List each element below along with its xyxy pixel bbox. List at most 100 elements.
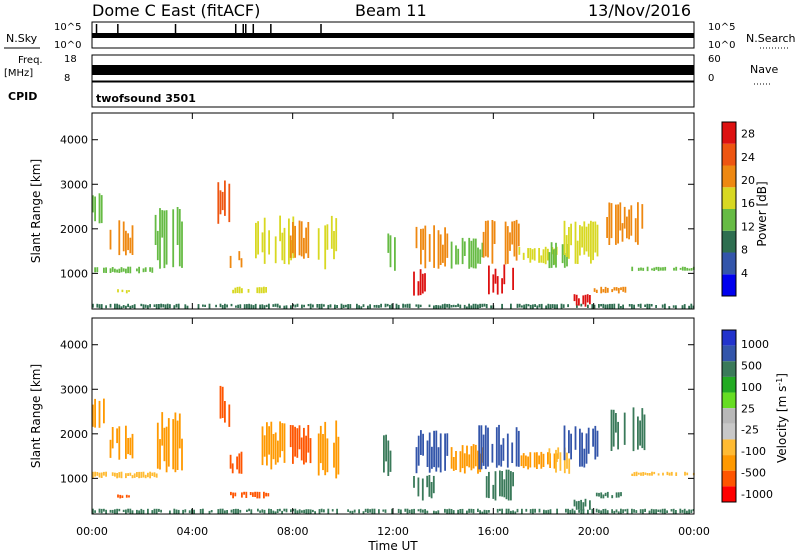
echo-cell bbox=[221, 305, 224, 309]
echo-cell bbox=[307, 304, 310, 307]
colorbar-tick: 1000 bbox=[741, 338, 769, 351]
echo-cell bbox=[114, 509, 116, 514]
echo-cell bbox=[159, 208, 161, 269]
velocity-echoes bbox=[92, 385, 695, 514]
echo-cell bbox=[133, 304, 136, 309]
echo-cell bbox=[673, 267, 675, 271]
echo-cell bbox=[501, 508, 503, 514]
echo-cell bbox=[547, 248, 549, 261]
echo-cell bbox=[144, 304, 147, 308]
echo-cell bbox=[568, 430, 570, 454]
echo-cell bbox=[419, 269, 422, 296]
echo-cell bbox=[362, 511, 365, 514]
echo-cell bbox=[661, 304, 664, 308]
echo-cell bbox=[318, 304, 321, 309]
echo-cell bbox=[525, 455, 527, 467]
echo-cell bbox=[268, 426, 270, 455]
echo-cell bbox=[608, 202, 611, 245]
echo-cell bbox=[615, 287, 618, 291]
echo-cell bbox=[426, 475, 429, 488]
colorbar-swatch bbox=[722, 361, 736, 377]
echo-cell bbox=[461, 445, 464, 469]
echo-cell bbox=[675, 510, 677, 514]
echo-cell bbox=[582, 295, 585, 305]
echo-cell bbox=[578, 500, 580, 510]
echo-cell bbox=[481, 242, 484, 258]
echo-cell bbox=[452, 457, 455, 471]
echo-cell bbox=[593, 288, 596, 292]
echo-cell bbox=[485, 476, 488, 498]
echo-cell bbox=[448, 303, 451, 309]
echo-cell bbox=[142, 268, 145, 273]
echo-cell bbox=[521, 305, 523, 308]
echo-cell bbox=[567, 508, 569, 514]
echo-cell bbox=[589, 295, 591, 305]
echo-cell bbox=[301, 304, 303, 309]
echo-cell bbox=[620, 306, 622, 309]
echo-cell bbox=[631, 508, 633, 514]
echo-cell bbox=[488, 265, 490, 295]
echo-cell bbox=[488, 510, 490, 513]
echo-cell bbox=[659, 509, 662, 513]
echo-cell bbox=[317, 228, 320, 260]
echo-cell bbox=[274, 511, 277, 514]
echo-cell bbox=[547, 452, 549, 465]
echo-cell bbox=[142, 471, 145, 478]
echo-cell bbox=[360, 306, 363, 309]
echo-cell bbox=[595, 508, 598, 513]
echo-cell bbox=[448, 508, 451, 514]
echo-cell bbox=[217, 509, 220, 514]
echo-cell bbox=[574, 221, 577, 264]
echo-cell bbox=[92, 303, 94, 308]
colorbar-tick: 100 bbox=[741, 381, 762, 394]
echo-cell bbox=[176, 420, 179, 470]
echo-cell bbox=[351, 510, 354, 514]
echo-cell bbox=[491, 220, 494, 264]
echo-cell bbox=[634, 218, 637, 243]
echo-cell bbox=[178, 413, 181, 449]
echo-cell bbox=[290, 305, 292, 309]
echo-cell bbox=[491, 443, 494, 463]
echo-cell bbox=[563, 425, 566, 461]
echo-cell bbox=[144, 267, 147, 272]
echo-cell bbox=[522, 252, 525, 260]
echo-cell bbox=[136, 268, 138, 272]
nsearch-tick-lo: 10^0 bbox=[708, 40, 735, 51]
echo-cell bbox=[554, 304, 556, 309]
echo-cell bbox=[122, 509, 125, 512]
echo-cell bbox=[587, 304, 589, 308]
echo-cell bbox=[353, 509, 356, 513]
echo-cell bbox=[472, 238, 475, 269]
echo-cell bbox=[468, 454, 471, 468]
echo-cell bbox=[477, 508, 479, 512]
xtick-label: 12:00 bbox=[377, 525, 409, 538]
echo-cell bbox=[512, 472, 514, 487]
echo-cell bbox=[439, 234, 442, 265]
echo-cell bbox=[635, 510, 638, 513]
velocity-colorbar: 1000 500 100 25 -25 -100 -500 -1000 bbox=[721, 329, 773, 503]
echo-cell bbox=[591, 508, 594, 514]
echo-cell bbox=[569, 509, 572, 514]
echo-cell bbox=[441, 304, 444, 309]
echo-cell bbox=[283, 508, 286, 512]
echo-cell bbox=[613, 303, 616, 309]
echo-cell bbox=[100, 472, 103, 478]
echo-cell bbox=[331, 509, 334, 512]
echo-cell bbox=[606, 287, 609, 293]
echo-cell bbox=[181, 221, 183, 268]
echo-cell bbox=[305, 227, 307, 254]
echo-cell bbox=[276, 509, 279, 513]
echo-cell bbox=[664, 303, 666, 309]
echo-cell bbox=[506, 433, 509, 468]
echo-cell bbox=[642, 509, 644, 514]
echo-cell bbox=[219, 190, 222, 215]
echo-cell bbox=[452, 510, 455, 514]
echo-cell bbox=[151, 472, 154, 476]
echo-cell bbox=[433, 225, 435, 268]
colorbar-tick: 8 bbox=[741, 244, 748, 257]
echo-cell bbox=[420, 228, 422, 265]
ytick-label: 3000 bbox=[60, 178, 88, 191]
echo-cell bbox=[417, 304, 420, 309]
echo-cell bbox=[670, 471, 673, 476]
echo-cell bbox=[576, 304, 578, 308]
